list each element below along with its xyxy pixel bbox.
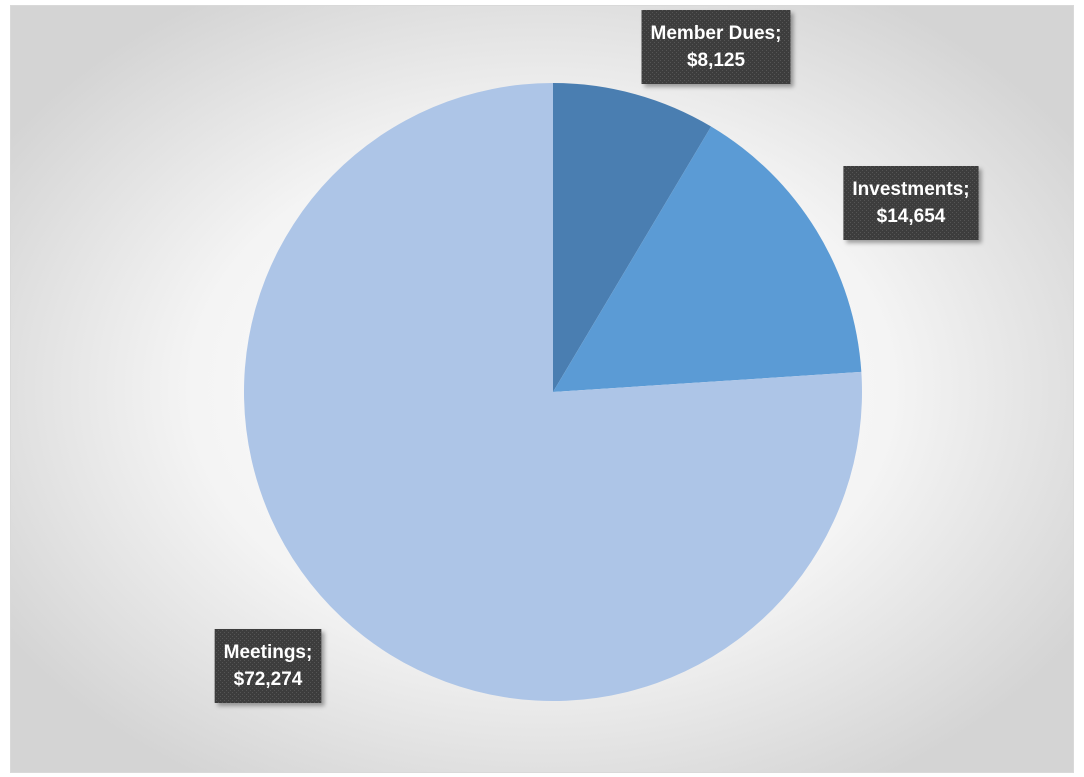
- label-separator: ;: [963, 179, 969, 200]
- label-separator: ;: [306, 642, 312, 663]
- label-box: [641, 10, 791, 84]
- category-name: Member Dues: [651, 23, 776, 44]
- label-box: [843, 166, 979, 240]
- label-value: $8,125: [687, 50, 746, 71]
- pie: [244, 83, 862, 701]
- data-label: Member Dues; $8,125: [641, 10, 791, 84]
- pie-slice: [553, 126, 862, 392]
- label-name: Investments;: [852, 179, 969, 200]
- data-label: Investments; $14,654: [843, 166, 979, 240]
- data-labels: Member Dues; $8,125 Investments; $14,654 Mee…: [214, 10, 979, 703]
- label-name: Member Dues;: [651, 23, 782, 44]
- label-value: $72,274: [234, 669, 303, 690]
- label-box: [214, 629, 322, 703]
- label-separator: ;: [775, 23, 781, 44]
- label-value: $14,654: [877, 206, 946, 227]
- category-name: Meetings: [224, 642, 306, 663]
- label-name: Meetings;: [224, 642, 313, 663]
- pie-slice: [244, 83, 862, 701]
- data-label: Meetings;$72,274: [214, 629, 322, 703]
- pie-slice: [553, 83, 712, 392]
- category-name: Investments: [852, 179, 963, 200]
